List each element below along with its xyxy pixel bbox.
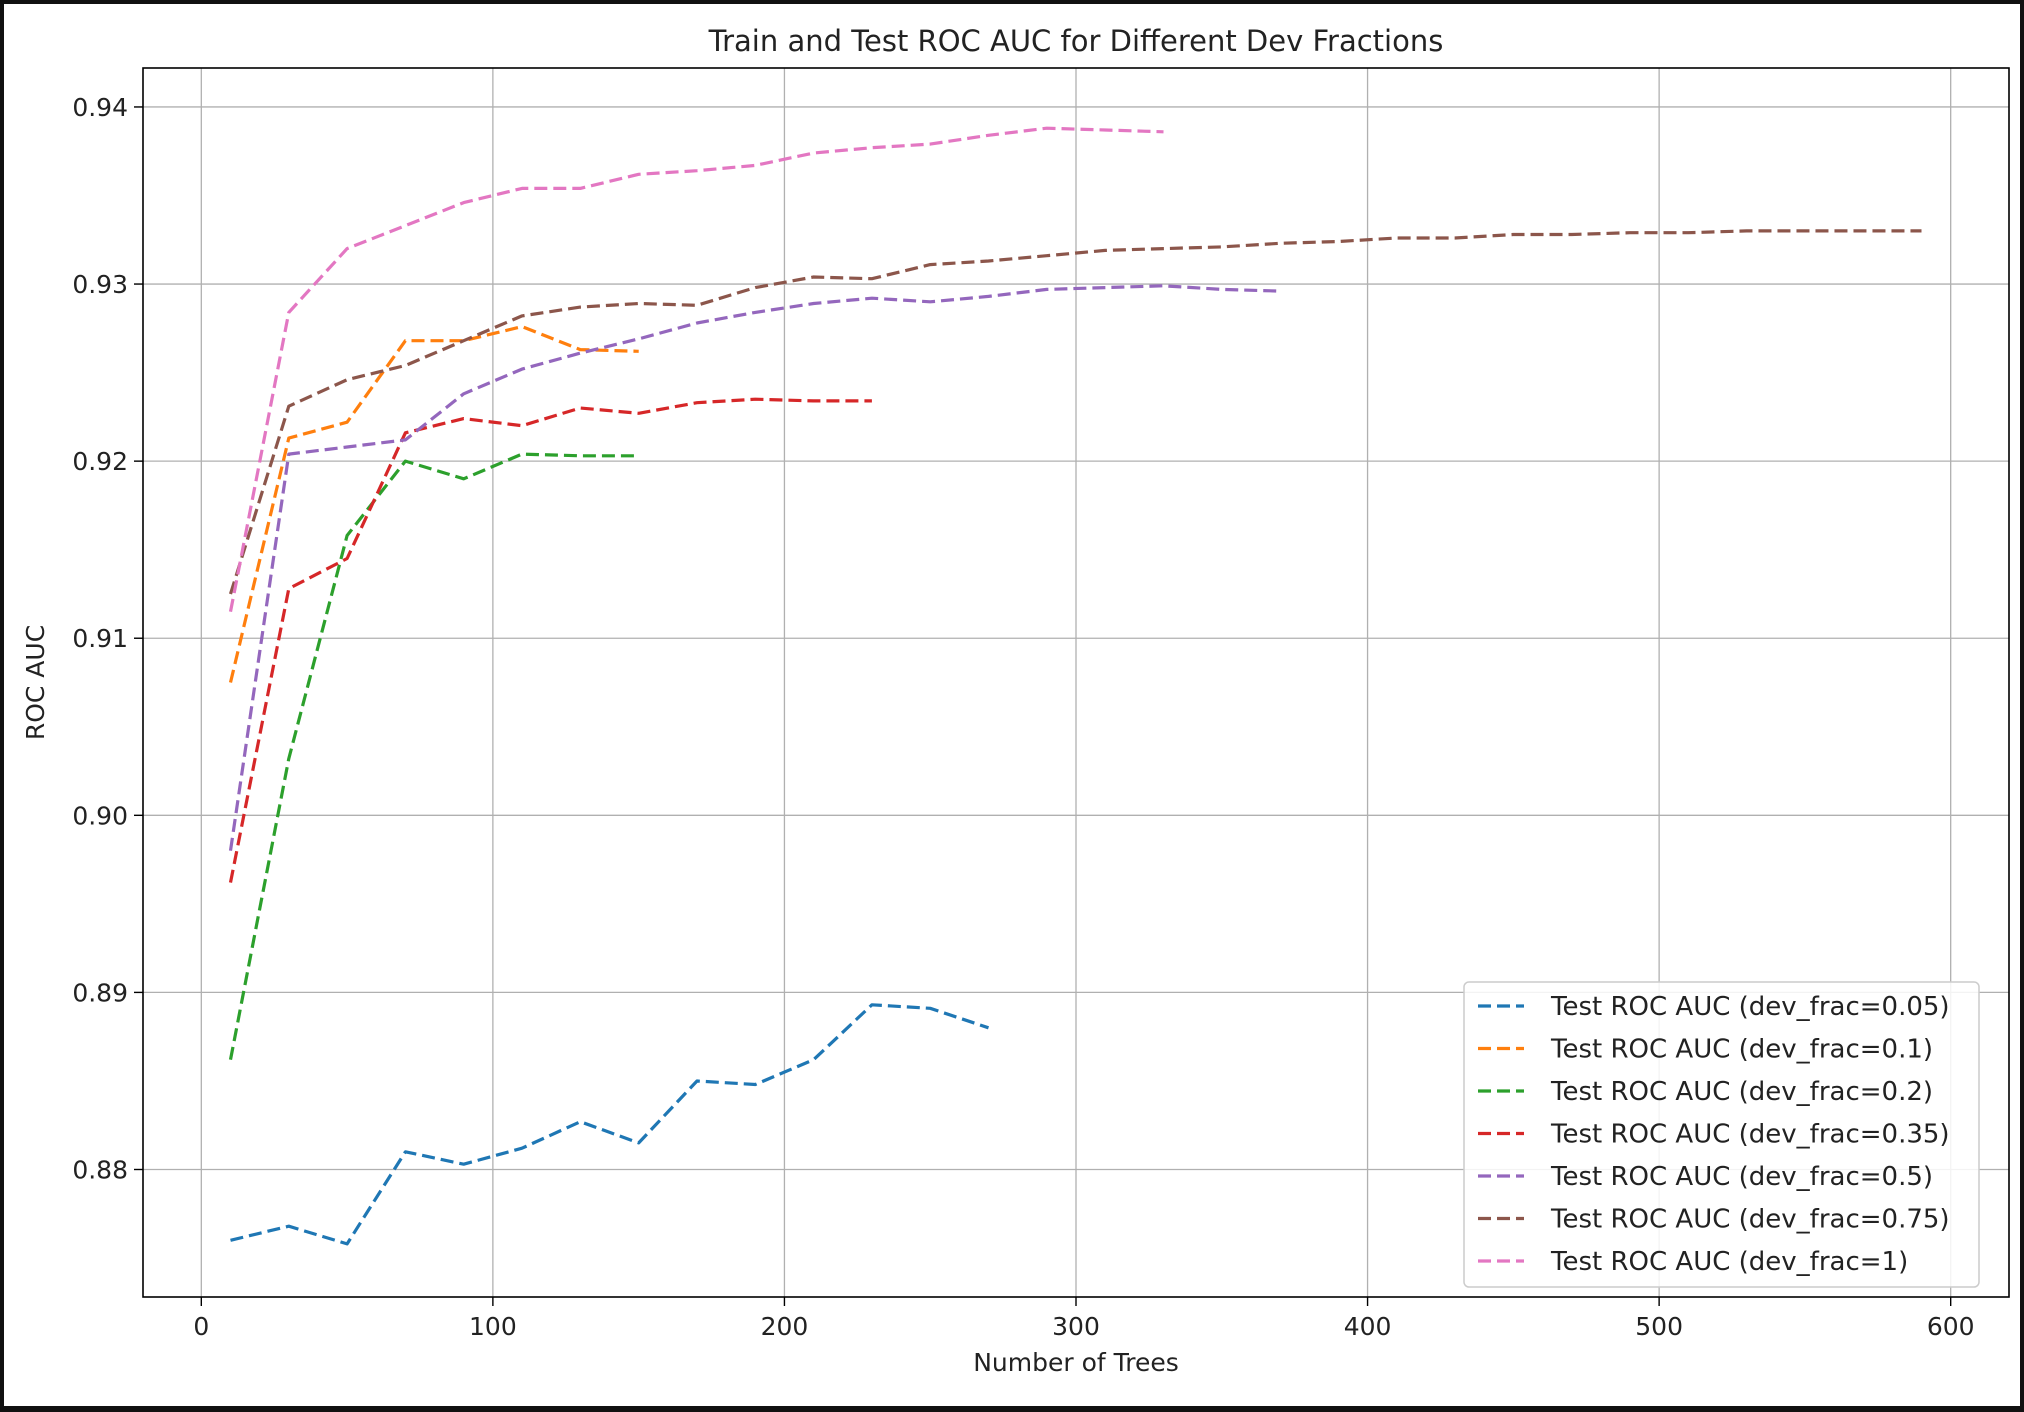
series-line — [228, 126, 1164, 613]
series-lines — [228, 126, 1922, 1246]
y-tick-label: 0.89 — [72, 978, 128, 1007]
grid — [143, 68, 2009, 1297]
y-tick-label: 0.92 — [72, 447, 128, 476]
legend-label: Test ROC AUC (dev_frac=0.35) — [1550, 1120, 1950, 1150]
series-line — [228, 284, 1281, 851]
x-tick-label: 100 — [469, 1312, 517, 1341]
legend-label: Test ROC AUC (dev_frac=0.5) — [1550, 1162, 1933, 1192]
chart-figure: 0 100 200 300 400 500 600 0.88 0.89 0.90 0.91 0.92 0… — [4, 4, 2020, 1406]
series-line — [228, 229, 1922, 595]
legend-label: Test ROC AUC (dev_frac=0.05) — [1550, 992, 1950, 1022]
y-axis-label: ROC AUC — [21, 625, 50, 740]
x-tick-label: 500 — [1635, 1312, 1683, 1341]
series-line — [228, 325, 639, 683]
y-tick-label: 0.88 — [72, 1155, 128, 1184]
x-axis-label: Number of Trees — [973, 1348, 1179, 1377]
legend-label: Test ROC AUC (dev_frac=1) — [1550, 1247, 1908, 1277]
series-line — [230, 1003, 990, 1246]
series-line — [228, 452, 639, 1061]
y-tick-label: 0.91 — [72, 624, 128, 653]
legend-label: Test ROC AUC (dev_frac=0.2) — [1550, 1077, 1933, 1107]
y-tick-label: 0.90 — [72, 801, 128, 830]
x-tick-label: 400 — [1344, 1312, 1392, 1341]
legend-label: Test ROC AUC (dev_frac=0.1) — [1550, 1035, 1933, 1065]
x-tick-label: 300 — [1052, 1312, 1100, 1341]
x-tick-label: 200 — [761, 1312, 809, 1341]
x-tick-label: 0 — [193, 1312, 209, 1341]
legend-box — [1463, 981, 1980, 1288]
chart-title: Train and Test ROC AUC for Different Dev… — [708, 24, 1444, 58]
axis-ticks: 0 100 200 300 400 500 600 0.88 0.89 0.90 0.91 0.92 0… — [72, 93, 1974, 1341]
legend-label: Test ROC AUC (dev_frac=0.75) — [1550, 1205, 1950, 1235]
line-chart: 0 100 200 300 400 500 600 0.88 0.89 0.90 0.91 0.92 0… — [4, 4, 2020, 1406]
x-tick-label: 600 — [1927, 1312, 1975, 1341]
y-tick-label: 0.93 — [72, 270, 128, 299]
series-line — [228, 397, 872, 883]
legend: Test ROC AUC (dev_frac=0.05) Test ROC AUC… — [1463, 981, 1980, 1288]
y-tick-label: 0.94 — [72, 93, 128, 122]
